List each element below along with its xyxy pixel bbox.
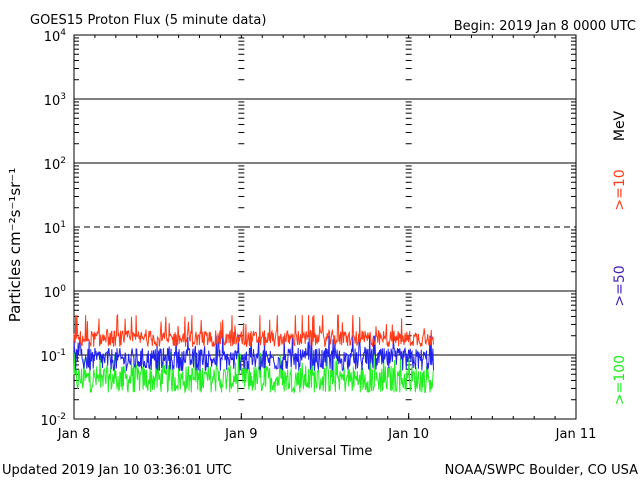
footer-source: NOAA/SWPC Boulder, CO USA: [445, 463, 638, 478]
begin-label: Begin: 2019 Jan 8 0000 UTC: [454, 19, 636, 34]
y-tick-label: 104: [44, 28, 67, 45]
x-axis-label: Universal Time: [276, 444, 373, 459]
chart-title: GOES15 Proton Flux (5 minute data): [30, 13, 266, 28]
y-tick-label: 103: [44, 92, 66, 109]
x-tick-label: Jan 11: [555, 427, 597, 442]
legend-series-10mev: >=10: [612, 169, 628, 210]
y-tick-label: 10-1: [40, 348, 66, 365]
y-tick-label: 101: [44, 220, 66, 237]
y-axis-ticks: 10-2 10-1 100 101 102 103 104: [40, 28, 66, 429]
legend-unit-mev: MeV: [612, 110, 628, 141]
y-tick-label: 100: [44, 284, 67, 301]
plot-area: [73, 34, 577, 420]
y-tick-label: 102: [44, 156, 66, 173]
y-tick-label: 10-2: [40, 412, 66, 429]
x-axis-ticks: Jan 8 Jan 9 Jan 10 Jan 11: [57, 35, 597, 442]
x-tick-label: Jan 9: [224, 427, 257, 442]
x-tick-label: Jan 10: [387, 427, 429, 442]
y-axis-label: Particles cm⁻²s⁻¹sr⁻¹: [6, 168, 24, 322]
legend-series-100mev: >=100: [612, 355, 628, 405]
series-line-10mev: [73, 313, 434, 348]
x-tick-label: Jan 8: [57, 427, 90, 442]
footer-updated: Updated 2019 Jan 10 03:36:01 UTC: [2, 463, 232, 478]
legend-series-50mev: >=50: [612, 265, 628, 306]
